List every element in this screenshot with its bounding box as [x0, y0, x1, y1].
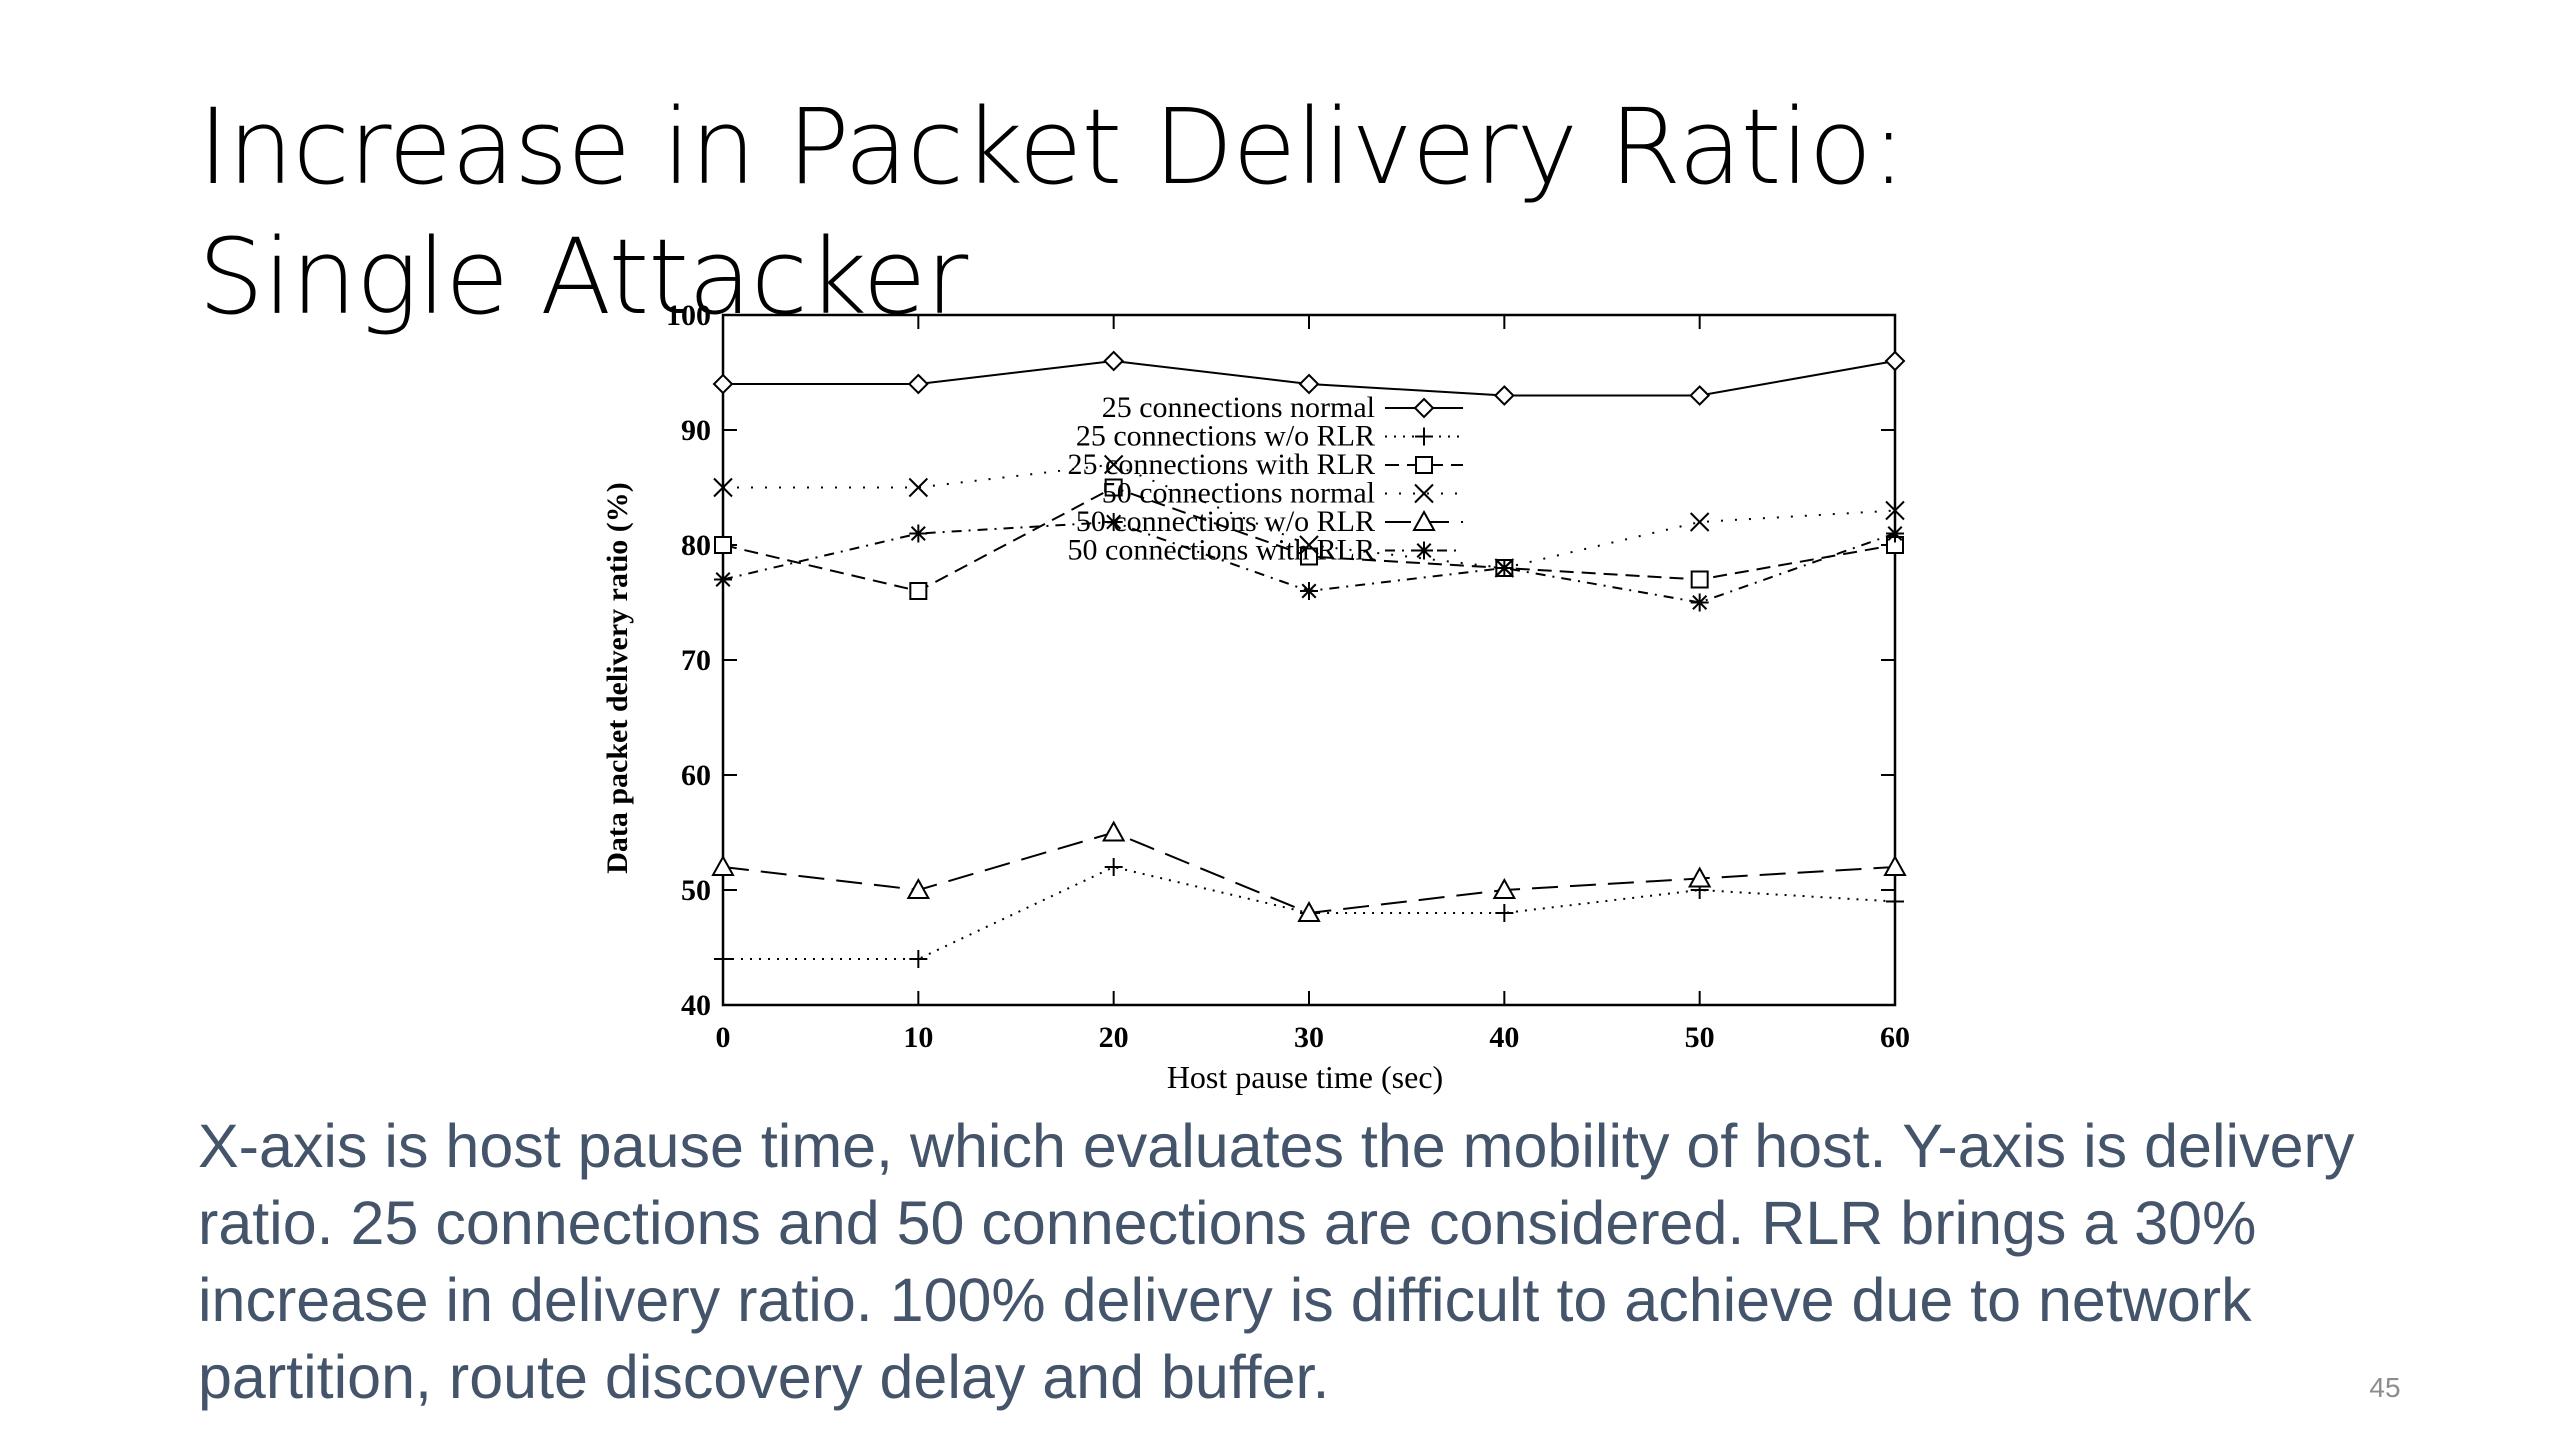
legend-marker	[1415, 541, 1433, 560]
series-6	[714, 513, 1904, 612]
legend-label: 25 connections with RLR	[1068, 448, 1375, 481]
data-point	[1495, 559, 1514, 577]
legend-label: 50 connections w/o RLR	[1076, 505, 1375, 538]
y-tick-label: 40	[681, 989, 711, 1022]
legend-item: 25 connections with RLR	[1068, 448, 1463, 481]
series-5	[711, 820, 1907, 922]
data-point	[1885, 500, 1905, 521]
y-tick-label: 100	[666, 300, 711, 332]
data-point	[1492, 877, 1517, 899]
data-point	[714, 570, 732, 589]
y-tick-label: 50	[681, 874, 711, 907]
y-tick-label: 90	[681, 414, 711, 447]
data-point	[1104, 858, 1123, 876]
data-point	[1493, 385, 1515, 406]
series-1	[712, 350, 1906, 406]
data-point	[714, 950, 732, 968]
x-tick-label: 10	[903, 1021, 933, 1054]
series-line	[722, 831, 1896, 915]
y-tick-label: 60	[681, 759, 711, 792]
legend-marker	[1413, 397, 1435, 419]
y-tick-label: 70	[681, 644, 711, 677]
y-tick-label: 80	[681, 529, 711, 562]
data-point	[1101, 820, 1126, 842]
line-chart: 0 10 20 30 40 50 60 40 50 60 70 80 90 100 25 connecti…	[585, 300, 1945, 1110]
legend-item: 50 connections with RLR	[1068, 534, 1463, 567]
data-point	[1687, 866, 1712, 888]
data-point	[1886, 892, 1904, 911]
legend-item: 25 connections w/o RLR	[1076, 420, 1463, 453]
page-number: 45	[2369, 1372, 2401, 1403]
data-point	[1883, 854, 1907, 876]
data-point	[909, 524, 928, 543]
legend-item: 50 connections w/o RLR	[1076, 505, 1463, 538]
legend-label: 25 connections normal	[1102, 391, 1375, 424]
data-point	[1103, 350, 1125, 372]
x-tick-label: 0	[716, 1021, 731, 1054]
legend-item: 25 connections normal	[1102, 391, 1463, 424]
data-point	[714, 536, 732, 554]
legend-marker	[1415, 427, 1433, 446]
legend-marker	[1414, 483, 1434, 504]
axes: 0 10 20 30 40 50 60 40 50 60 70 80 90 100	[666, 300, 1910, 1054]
legend-item: 50 connections normal	[1102, 477, 1463, 510]
data-point	[1690, 593, 1709, 612]
data-point	[1884, 350, 1906, 372]
slide-title: Increase in Packet Delivery Ratio: Singl…	[198, 86, 1906, 338]
data-point	[1300, 547, 1318, 566]
legend-label: 50 connections normal	[1102, 477, 1375, 510]
legend-label: 50 connections with RLR	[1068, 534, 1375, 567]
data-point	[909, 950, 928, 968]
slide-caption: X-axis is host pause time, which evaluat…	[198, 1112, 2355, 1411]
legend-label: 25 connections w/o RLR	[1076, 420, 1375, 453]
data-point	[907, 373, 929, 395]
legend-marker	[1415, 456, 1433, 474]
data-point	[1300, 582, 1318, 600]
series-group	[711, 350, 1907, 968]
data-point	[1690, 570, 1709, 589]
x-tick-label: 30	[1294, 1021, 1324, 1054]
data-point	[1103, 454, 1124, 475]
data-point	[713, 477, 733, 498]
data-point	[1495, 904, 1514, 922]
data-point	[908, 477, 929, 498]
x-tick-label: 40	[1489, 1021, 1519, 1054]
data-point	[1689, 512, 1710, 532]
x-tick-label: 50	[1685, 1021, 1715, 1054]
data-point	[909, 582, 928, 600]
x-axis-label: Host pause time (sec)	[1167, 1059, 1443, 1095]
y-axis-label: Data packet delivery ratio (%)	[601, 482, 634, 874]
data-point	[1689, 385, 1711, 406]
data-point	[1886, 524, 1904, 543]
data-point	[1299, 535, 1319, 555]
data-point	[712, 373, 734, 395]
x-tick-label: 20	[1099, 1021, 1129, 1054]
data-point	[1298, 373, 1320, 395]
data-point	[1104, 513, 1123, 531]
data-point	[1297, 900, 1321, 922]
data-point	[906, 877, 931, 899]
legend-marker	[1412, 509, 1436, 531]
data-point	[1104, 478, 1123, 497]
data-point	[711, 854, 735, 876]
x-tick-label: 60	[1880, 1021, 1910, 1054]
chart-svg: 0 10 20 30 40 50 60 40 50 60 70 80 90 100 25 connecti…	[601, 300, 1910, 1095]
